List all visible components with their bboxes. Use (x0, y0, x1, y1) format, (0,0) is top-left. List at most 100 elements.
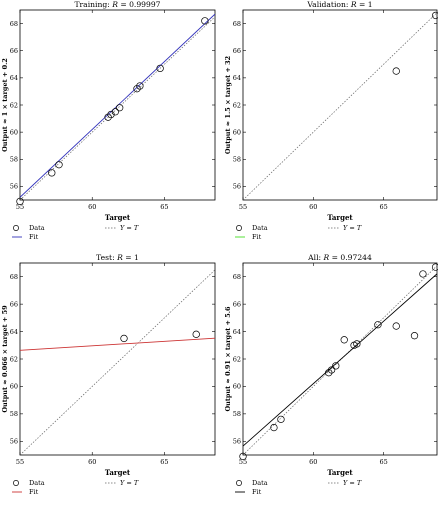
data-point (48, 169, 56, 177)
x-tick-label: 60 (88, 203, 96, 211)
y-tick-label: 66 (233, 47, 241, 55)
y-tick-label: 60 (233, 128, 241, 136)
legend-identity-label: Y = T (343, 479, 362, 487)
data-point (431, 263, 438, 271)
fit-line (20, 13, 215, 198)
y-axis-label: Output ≈ 1 × target + 0.2 (1, 58, 9, 152)
x-tick-label: 55 (16, 203, 24, 211)
y-tick-label: 62 (10, 355, 18, 363)
y-tick-label: 60 (10, 383, 18, 391)
y-tick-label: 68 (233, 20, 241, 28)
chart-panel-4: All: R = 0.97244 55 60 65 56 58 60 62 64 66 68 Targ… (224, 253, 438, 496)
y-tick-label: 62 (10, 101, 18, 109)
y-tick-label: 64 (233, 328, 241, 336)
data-point (374, 321, 382, 329)
data-point (392, 67, 400, 75)
y-tick-label: 68 (10, 273, 18, 281)
data-point (410, 332, 419, 340)
x-tick-label: 65 (379, 458, 387, 466)
x-axis-label: Target (105, 468, 131, 477)
y-tick-label: 56 (10, 438, 18, 446)
y-tick-label: 58 (10, 156, 18, 164)
data-point (340, 336, 348, 344)
x-tick-label: 60 (88, 458, 96, 466)
plot-area (243, 265, 437, 455)
data-point (239, 452, 247, 461)
chart-title: Validation: R = 1 (306, 0, 372, 9)
chart-title: Test: R = 1 (96, 253, 139, 262)
y-tick-label: 60 (10, 128, 18, 136)
x-tick-label: 65 (160, 458, 168, 466)
data-point (116, 104, 124, 112)
y-tick-label: 56 (233, 438, 241, 446)
data-point (120, 334, 128, 343)
identity-line (20, 16, 215, 200)
data-point (270, 423, 278, 432)
data-point (332, 362, 340, 370)
data-point (156, 64, 164, 73)
legend-fit-label: Fit (29, 233, 39, 241)
fit-line (243, 273, 437, 447)
data-point (419, 270, 427, 278)
y-tick-label: 58 (233, 410, 241, 418)
data-point (353, 340, 361, 348)
chart-panel-3: Test: R = 1 55 60 65 56 58 60 62 64 66 68 Target Out… (1, 253, 216, 496)
legend-data-label: Data (29, 479, 45, 487)
legend-data-label: Data (29, 224, 45, 232)
y-tick-label: 58 (10, 410, 18, 418)
data-point (325, 369, 333, 377)
legend-fit-label: Fit (29, 488, 39, 496)
data-point (136, 82, 144, 90)
x-tick-label: 60 (309, 203, 317, 211)
y-tick-label: 68 (10, 20, 18, 28)
data-point (16, 197, 24, 206)
x-tick-label: 60 (309, 458, 317, 466)
legend-fit-label: Fit (252, 233, 262, 241)
data-point (55, 161, 63, 169)
legend-data-marker (236, 225, 242, 231)
y-tick-label: 62 (233, 101, 241, 109)
fit-line (20, 337, 215, 351)
chart-panel-1: Training: R = 0.99997 55 60 65 56 58 60 62 64 66 6… (1, 0, 216, 241)
y-tick-label: 66 (10, 47, 18, 55)
data-point (111, 108, 119, 116)
y-tick-label: 64 (10, 328, 18, 336)
y-axis-label: Output ≈ 0.91 × target + 5.6 (224, 306, 232, 412)
plot-frame (242, 9, 438, 201)
y-tick-label: 64 (10, 74, 18, 82)
legend-data-marker (236, 480, 242, 486)
legend-data-marker (13, 480, 19, 486)
plot-frame (242, 262, 438, 456)
legend-fit-label: Fit (252, 488, 262, 496)
x-axis-label: Target (327, 468, 353, 477)
plot-area (20, 269, 215, 455)
y-tick-label: 66 (10, 300, 18, 308)
data-point (392, 322, 400, 330)
y-tick-label: 62 (233, 355, 241, 363)
x-tick-label: 55 (16, 458, 24, 466)
y-tick-label: 68 (233, 273, 241, 281)
chart-title: All: R = 0.97244 (307, 253, 372, 262)
data-point (104, 113, 112, 121)
data-point (107, 110, 115, 119)
data-point (201, 17, 209, 25)
data-point (133, 85, 141, 93)
legend-identity-label: Y = T (120, 224, 139, 232)
data-point (431, 11, 438, 20)
legend-data-marker (13, 225, 19, 231)
data-point (192, 330, 200, 338)
y-tick-label: 60 (233, 383, 241, 391)
x-tick-label: 65 (160, 203, 168, 211)
x-tick-label: 65 (379, 203, 387, 211)
plot-area (20, 13, 215, 200)
y-tick-label: 64 (233, 74, 241, 82)
legend-data-label: Data (252, 479, 268, 487)
plot-frame (19, 262, 216, 456)
y-axis-label: Output ≈ 0.066 × target + 59 (1, 305, 9, 413)
data-point (327, 366, 336, 374)
x-axis-label: Target (327, 213, 353, 222)
chart-title: Training: R = 0.99997 (74, 0, 160, 9)
y-tick-label: 56 (233, 183, 241, 191)
legend-data-label: Data (252, 224, 268, 232)
